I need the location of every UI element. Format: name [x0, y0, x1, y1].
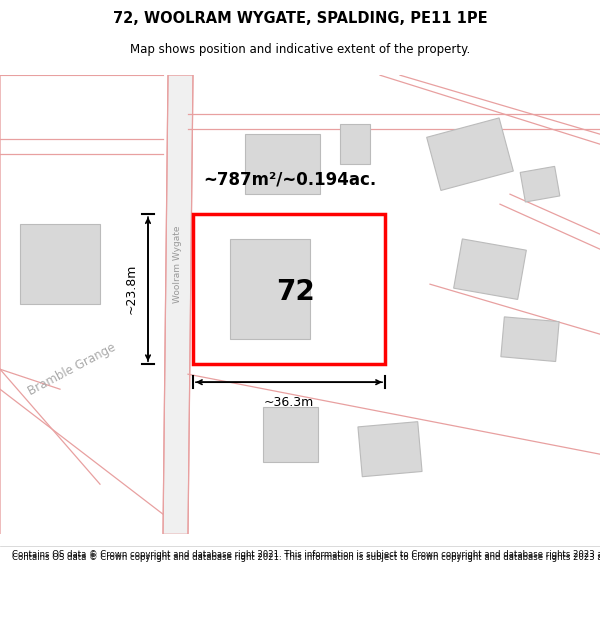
Polygon shape [193, 214, 385, 364]
Text: ~787m²/~0.194ac.: ~787m²/~0.194ac. [203, 170, 377, 188]
Text: 72, WOOLRAM WYGATE, SPALDING, PE11 1PE: 72, WOOLRAM WYGATE, SPALDING, PE11 1PE [113, 11, 487, 26]
Polygon shape [358, 422, 422, 477]
Polygon shape [263, 407, 317, 462]
Text: Contains OS data © Crown copyright and database right 2021. This information is : Contains OS data © Crown copyright and d… [12, 550, 600, 559]
Text: ~36.3m: ~36.3m [264, 396, 314, 409]
Polygon shape [20, 224, 100, 304]
Polygon shape [340, 124, 370, 164]
Text: ~23.8m: ~23.8m [125, 264, 138, 314]
Text: Bramble Grange: Bramble Grange [26, 341, 118, 398]
Polygon shape [501, 317, 559, 361]
Polygon shape [427, 118, 514, 191]
Polygon shape [163, 75, 193, 534]
Polygon shape [245, 134, 320, 194]
Polygon shape [230, 239, 310, 339]
Text: Contains OS data © Crown copyright and database right 2021. This information is : Contains OS data © Crown copyright and d… [12, 554, 600, 562]
Polygon shape [454, 239, 526, 299]
Text: Woolram Wygate: Woolram Wygate [173, 226, 182, 303]
Polygon shape [520, 166, 560, 202]
Text: Map shows position and indicative extent of the property.: Map shows position and indicative extent… [130, 42, 470, 56]
Text: 72: 72 [275, 278, 314, 306]
